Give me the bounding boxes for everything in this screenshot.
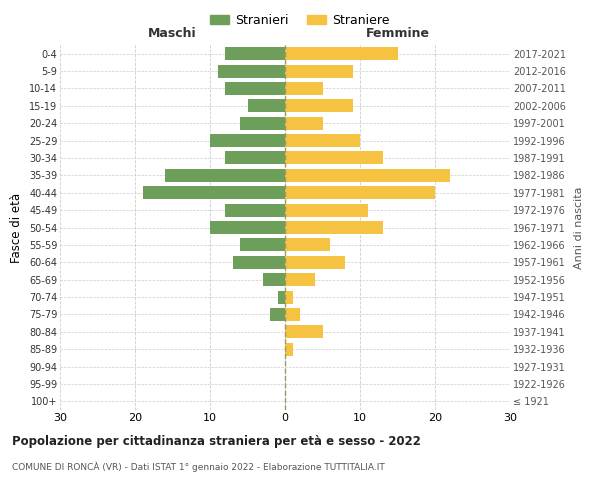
Bar bbox=[285, 100, 353, 112]
Y-axis label: Fasce di età: Fasce di età bbox=[10, 192, 23, 262]
Text: Femmine: Femmine bbox=[365, 27, 430, 40]
Bar bbox=[285, 326, 323, 338]
Bar bbox=[285, 82, 323, 95]
Y-axis label: Anni di nascita: Anni di nascita bbox=[574, 186, 584, 269]
Bar bbox=[285, 186, 435, 200]
Bar bbox=[165, 169, 285, 182]
Text: Maschi: Maschi bbox=[148, 27, 197, 40]
Bar bbox=[285, 152, 383, 164]
Bar bbox=[225, 82, 285, 95]
Bar bbox=[248, 100, 285, 112]
Legend: Stranieri, Straniere: Stranieri, Straniere bbox=[205, 8, 395, 32]
Bar bbox=[285, 290, 293, 304]
Bar bbox=[285, 204, 367, 216]
Bar bbox=[210, 221, 285, 234]
Bar bbox=[285, 134, 360, 147]
Bar bbox=[285, 308, 300, 321]
Bar bbox=[218, 64, 285, 78]
Text: Popolazione per cittadinanza straniera per età e sesso - 2022: Popolazione per cittadinanza straniera p… bbox=[12, 434, 421, 448]
Bar bbox=[240, 238, 285, 252]
Bar bbox=[277, 290, 285, 304]
Text: COMUNE DI RONCÀ (VR) - Dati ISTAT 1° gennaio 2022 - Elaborazione TUTTITALIA.IT: COMUNE DI RONCÀ (VR) - Dati ISTAT 1° gen… bbox=[12, 462, 385, 472]
Bar bbox=[285, 238, 330, 252]
Bar bbox=[270, 308, 285, 321]
Bar bbox=[225, 204, 285, 216]
Bar bbox=[225, 152, 285, 164]
Bar bbox=[263, 273, 285, 286]
Bar bbox=[285, 64, 353, 78]
Bar bbox=[233, 256, 285, 269]
Bar bbox=[285, 116, 323, 130]
Bar bbox=[143, 186, 285, 200]
Bar bbox=[225, 47, 285, 60]
Bar bbox=[285, 221, 383, 234]
Bar bbox=[285, 342, 293, 355]
Bar bbox=[285, 273, 315, 286]
Bar bbox=[240, 116, 285, 130]
Bar bbox=[285, 169, 450, 182]
Bar bbox=[285, 47, 398, 60]
Bar bbox=[285, 256, 345, 269]
Bar bbox=[210, 134, 285, 147]
